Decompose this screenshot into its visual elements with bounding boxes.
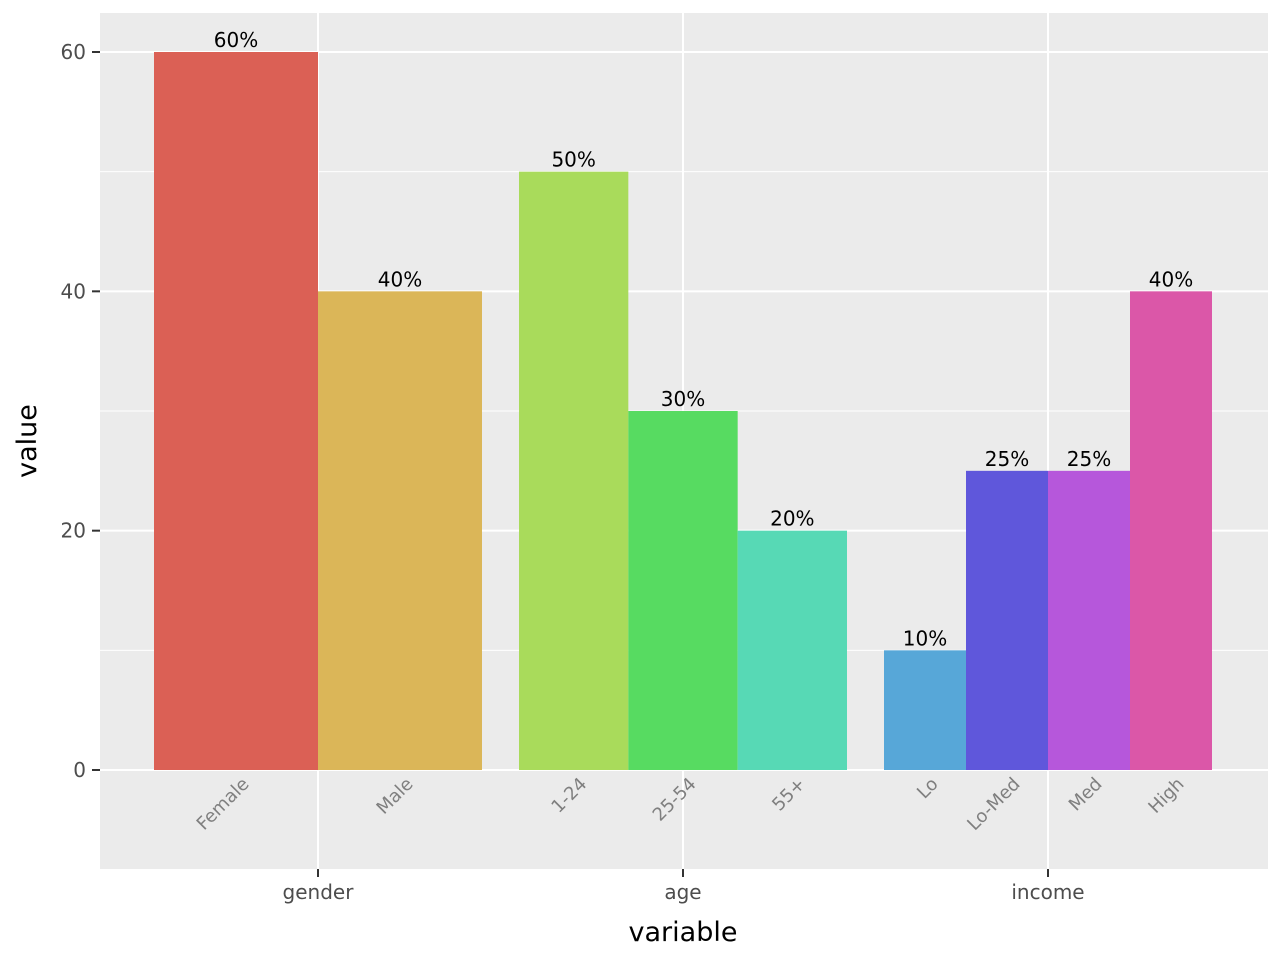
bar bbox=[737, 530, 847, 770]
y-axis: 0 20 40 60 bbox=[61, 40, 100, 782]
bar-value-label: 10% bbox=[903, 626, 947, 650]
x-axis: gender age income bbox=[283, 869, 1085, 904]
bar bbox=[966, 470, 1048, 770]
y-tick-label: 0 bbox=[73, 758, 86, 782]
bar bbox=[884, 650, 966, 770]
bar-value-label: 60% bbox=[214, 28, 258, 52]
y-tick-label: 60 bbox=[61, 40, 86, 64]
bar-value-label: 40% bbox=[1149, 267, 1193, 291]
bar bbox=[628, 411, 738, 770]
x-axis-title: variable bbox=[629, 917, 738, 948]
y-tick-label: 20 bbox=[61, 519, 86, 543]
x-tick-label: age bbox=[664, 880, 701, 904]
bar-value-label: 30% bbox=[661, 387, 705, 411]
bar bbox=[318, 291, 482, 770]
x-tick-label: income bbox=[1011, 880, 1084, 904]
data-labels: 60% 40% 50% 30% 20% 10% 25% 25% 40% bbox=[214, 28, 1193, 650]
bar bbox=[519, 171, 629, 770]
bar-value-label: 20% bbox=[770, 507, 814, 531]
y-tick-label: 40 bbox=[61, 279, 86, 303]
bar-value-label: 25% bbox=[985, 447, 1029, 471]
y-axis-title: value bbox=[12, 404, 43, 478]
bars bbox=[154, 52, 1212, 770]
bar bbox=[154, 52, 318, 770]
bar bbox=[1130, 291, 1212, 770]
x-tick-label: gender bbox=[283, 880, 355, 904]
bar bbox=[1048, 470, 1130, 770]
bar-value-label: 50% bbox=[551, 148, 595, 172]
bar-value-label: 40% bbox=[378, 267, 422, 291]
bar-value-label: 25% bbox=[1067, 447, 1111, 471]
